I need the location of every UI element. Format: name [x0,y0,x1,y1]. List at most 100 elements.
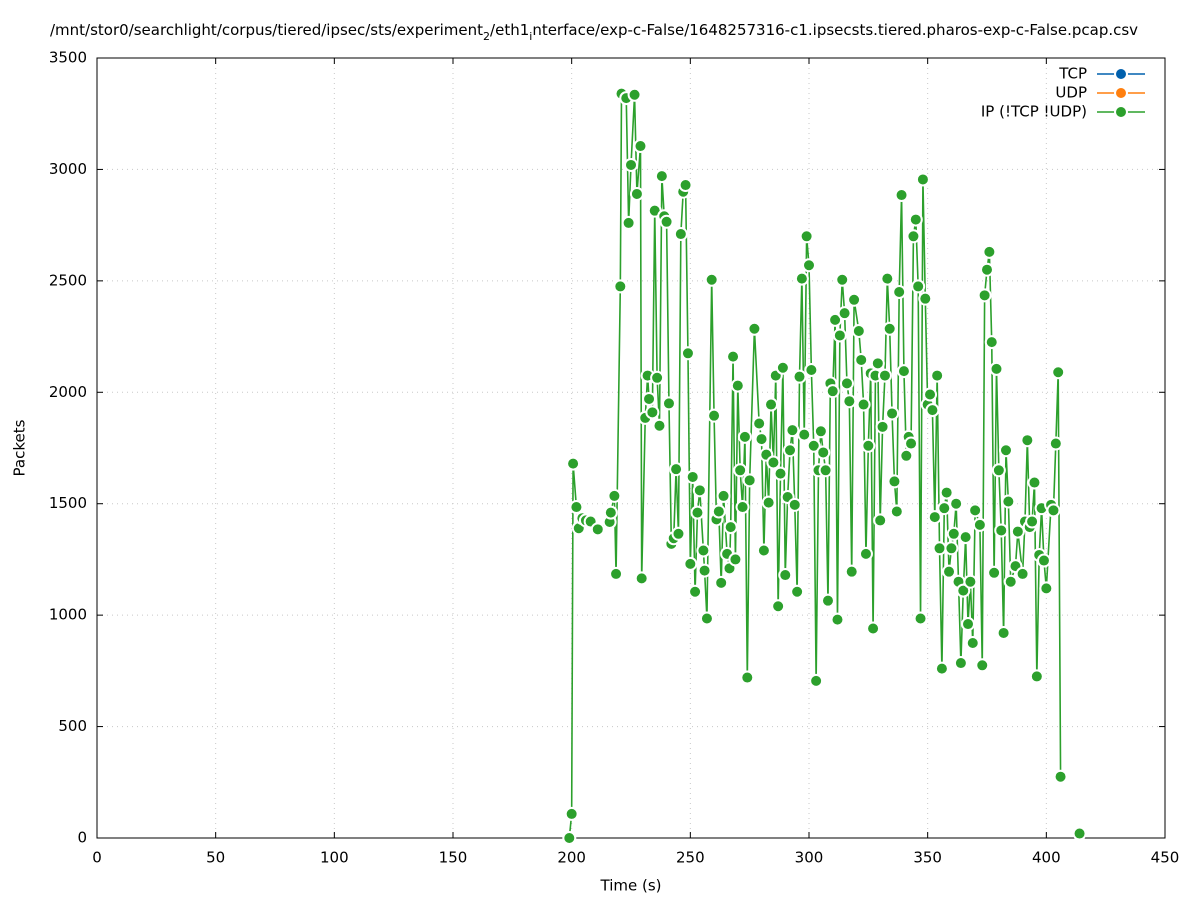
data-point [652,418,667,433]
data-point [756,543,771,558]
data-point [828,312,843,327]
data-point [1053,769,1068,784]
data-point [896,364,911,379]
data-point [835,272,850,287]
data-point [885,406,900,421]
y-tick-label: 2000 [49,383,87,401]
data-point [566,456,581,471]
data-point [949,496,964,511]
data-point [688,584,703,599]
legend-marker [1114,86,1128,100]
data-point [642,391,657,406]
x-tick-label: 100 [320,849,349,867]
data-point [1029,669,1044,684]
data-point [820,593,835,608]
data-point [661,396,676,411]
y-axis-label: Packets [11,419,29,476]
data-point [723,520,738,535]
data-point [603,505,618,520]
data-point [1051,365,1066,380]
data-point [613,279,628,294]
data-point [837,306,852,321]
data-point [892,285,907,299]
data-point [847,292,862,307]
data-point [754,432,769,447]
x-tick-label: 350 [913,849,942,867]
title-part: /eth1 [490,21,529,39]
data-point [1015,566,1030,581]
data-point [894,188,909,203]
y-tick-label: 1000 [49,606,87,624]
data-point [975,658,990,673]
data-point [735,500,750,515]
data-point [804,363,819,377]
data-point [650,370,665,385]
data-point [697,563,712,578]
legend-label: UDP [1055,84,1087,102]
x-tick-label: 400 [1032,849,1061,867]
data-point [683,556,698,571]
data-point [1046,503,1061,518]
y-tick-label: 3000 [49,160,87,178]
plot-frame [96,57,1166,839]
data-point [996,625,1011,640]
data-point [785,423,800,438]
data-point [908,212,923,227]
data-point [882,321,897,336]
data-point [932,541,947,556]
data-point [562,831,577,845]
data-point [806,438,821,453]
data-point [899,448,914,463]
data-point [989,361,1004,376]
data-point [956,583,971,598]
data-point [730,378,745,393]
data-point [887,474,902,489]
data-point [918,291,933,306]
data-point [590,522,605,537]
data-point [998,443,1013,458]
data-point [813,424,828,439]
data-point [659,214,674,229]
data-point [854,352,869,367]
data-point [991,463,1006,478]
data-point [690,505,705,520]
data-point [761,495,776,510]
data-point [904,436,919,451]
data-point [696,543,711,558]
data-point [953,656,968,671]
data-point [778,568,793,583]
data-point [927,510,942,525]
data-point [794,271,809,286]
x-tick-label: 50 [206,849,225,867]
chart-title: /mnt/stor0/searchlight/corpus/tiered/ips… [50,21,1138,43]
data-point [704,272,719,287]
data-point [982,244,997,259]
data-point [809,673,824,688]
title-part: nterface/exp-c-False/1648257316-c1.ipsec… [532,21,1138,39]
data-point [866,621,881,636]
data-point [671,526,686,541]
data-point [766,455,781,470]
title-subscript: 2 [483,30,490,43]
data-point [740,670,755,685]
legend-marker [1114,105,1128,119]
data-point [1048,436,1063,451]
x-tick-label: 450 [1151,849,1180,867]
data-point [699,611,714,626]
title-part: /mnt/stor0/searchlight/corpus/tiered/ips… [50,21,483,39]
legend-label: TCP [1058,65,1087,83]
data-point [564,806,579,821]
data-point [942,564,957,579]
data-point [707,408,722,423]
data-point [913,611,928,626]
data-point [752,416,767,431]
data-point [984,335,999,350]
data-point [839,376,854,391]
data-point [911,279,926,294]
data-point [1020,433,1035,448]
data-point [832,328,847,343]
data-point [742,473,757,488]
data-point [1027,475,1042,490]
data-point [771,599,786,614]
